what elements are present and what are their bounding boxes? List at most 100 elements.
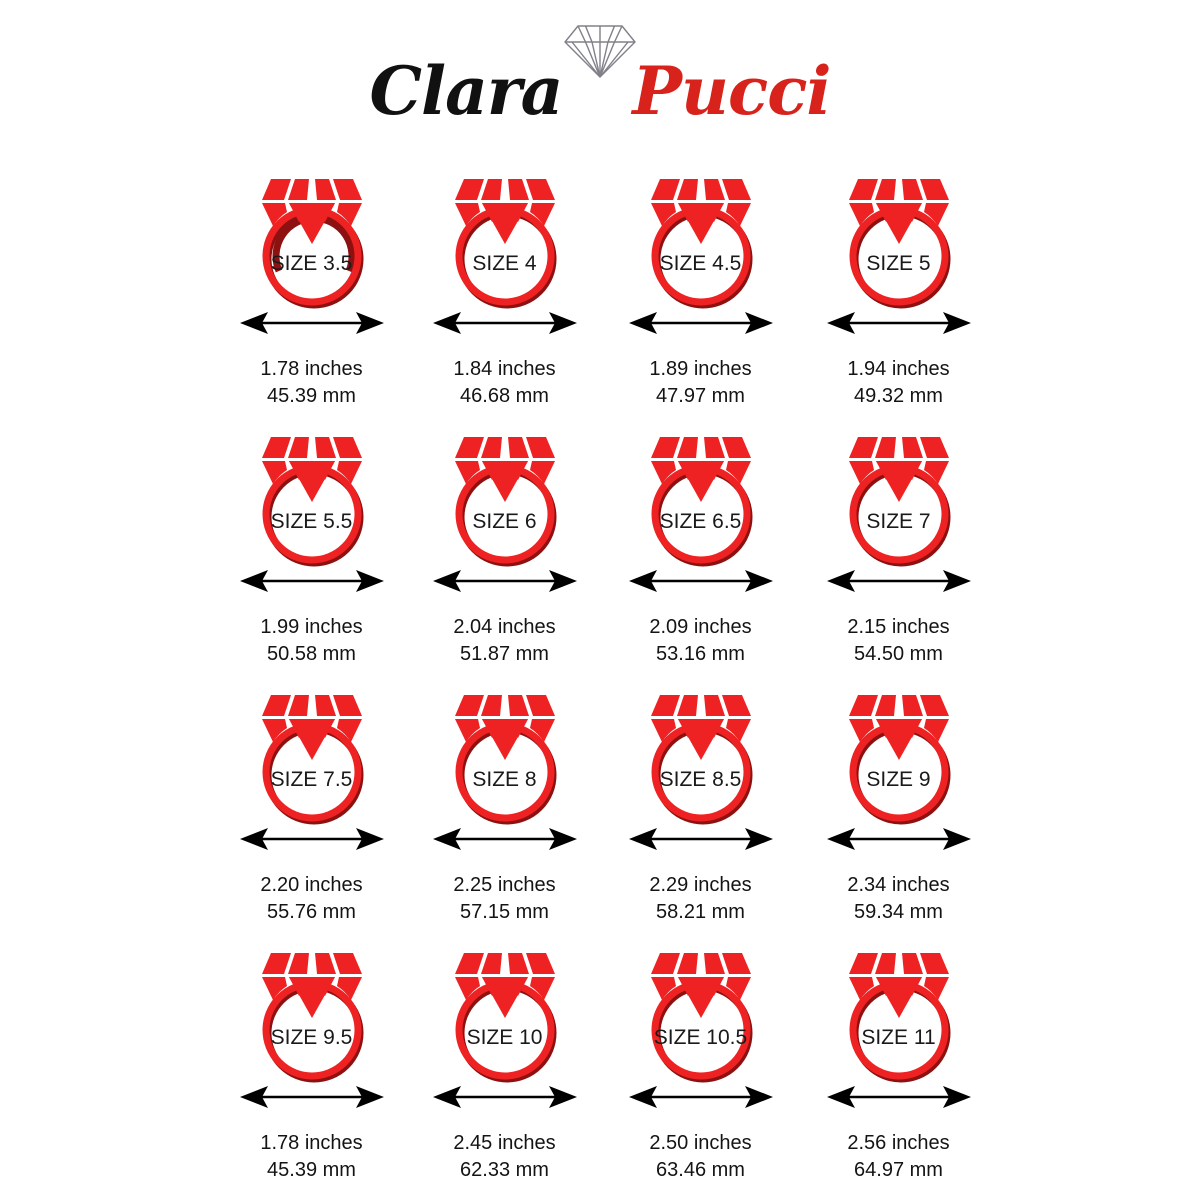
- measurement-inches: 2.09 inches: [649, 616, 752, 638]
- diameter-arrow-icon: [238, 568, 386, 594]
- size-label: SIZE 6: [472, 510, 537, 533]
- measurement-inches: 2.50 inches: [649, 1132, 752, 1154]
- measurement-inches: 2.45 inches: [453, 1132, 556, 1154]
- measurement-mm: 46.68 mm: [460, 385, 549, 407]
- diameter-arrow-icon: [431, 568, 579, 594]
- measurement-mm: 63.46 mm: [656, 1159, 745, 1181]
- brand-name-first: Clara: [369, 52, 564, 130]
- size-label: SIZE 3.5: [270, 252, 353, 275]
- measurement-mm: 55.76 mm: [267, 901, 356, 923]
- measurement-mm: 53.16 mm: [656, 643, 745, 665]
- measurement-inches: 1.78 inches: [260, 1132, 363, 1154]
- measurement-mm: 49.32 mm: [854, 385, 943, 407]
- diamond-outline-icon: [561, 18, 639, 80]
- measurement-text: 2.25 inches 57.15 mm: [408, 872, 601, 926]
- diameter-arrow-icon: [627, 568, 775, 594]
- diamond-ring-icon: [636, 938, 766, 1088]
- diamond-ring-icon: [247, 680, 377, 830]
- diameter-arrow-icon: [825, 568, 973, 594]
- size-label: SIZE 4.5: [659, 252, 742, 275]
- measurement-inches: 2.34 inches: [847, 874, 950, 896]
- measurement-mm: 57.15 mm: [460, 901, 549, 923]
- diameter-arrow-icon: [627, 1084, 775, 1110]
- measurement-inches: 1.94 inches: [847, 358, 950, 380]
- size-label: SIZE 5: [866, 252, 931, 275]
- ring-size-row: SIZE 9.5 1.78 inches 45.39 mm: [215, 934, 985, 1192]
- size-label: SIZE 6.5: [659, 510, 742, 533]
- measurement-text: 1.94 inches 49.32 mm: [802, 356, 995, 410]
- measurement-text: 2.09 inches 53.16 mm: [604, 614, 797, 668]
- measurement-inches: 1.89 inches: [649, 358, 752, 380]
- ring-size-cell[interactable]: SIZE 4 1.84 inches 46.68 mm: [408, 160, 601, 418]
- measurement-mm: 54.50 mm: [854, 643, 943, 665]
- brand-name-second: Pucci: [632, 52, 831, 130]
- measurement-text: 1.78 inches 45.39 mm: [215, 1130, 408, 1184]
- measurement-inches: 2.29 inches: [649, 874, 752, 896]
- measurement-inches: 2.56 inches: [847, 1132, 950, 1154]
- ring-size-cell[interactable]: SIZE 10 2.45 inches 62.33 mm: [408, 934, 601, 1192]
- size-label: SIZE 7.5: [270, 768, 353, 791]
- measurement-inches: 1.84 inches: [453, 358, 556, 380]
- measurement-text: 2.45 inches 62.33 mm: [408, 1130, 601, 1184]
- measurement-inches: 1.99 inches: [260, 616, 363, 638]
- ring-size-cell[interactable]: SIZE 4.5 1.89 inches 47.97 mm: [604, 160, 797, 418]
- size-label: SIZE 8: [472, 768, 537, 791]
- diamond-ring-icon: [440, 938, 570, 1088]
- size-label: SIZE 10.5: [653, 1026, 748, 1049]
- size-label: SIZE 9: [866, 768, 931, 791]
- measurement-mm: 51.87 mm: [460, 643, 549, 665]
- measurement-text: 2.50 inches 63.46 mm: [604, 1130, 797, 1184]
- measurement-mm: 45.39 mm: [267, 1159, 356, 1181]
- diameter-arrow-icon: [431, 310, 579, 336]
- measurement-mm: 58.21 mm: [656, 901, 745, 923]
- size-label: SIZE 5.5: [270, 510, 353, 533]
- page-header: Clara Pucci: [0, 0, 1200, 150]
- measurement-text: 2.29 inches 58.21 mm: [604, 872, 797, 926]
- ring-size-cell[interactable]: SIZE 11 2.56 inches 64.97 mm: [802, 934, 995, 1192]
- measurement-text: 1.89 inches 47.97 mm: [604, 356, 797, 410]
- ring-size-cell[interactable]: SIZE 7 2.15 inches 54.50 mm: [802, 418, 995, 676]
- measurement-inches: 2.15 inches: [847, 616, 950, 638]
- diamond-ring-icon: [247, 938, 377, 1088]
- measurement-inches: 2.25 inches: [453, 874, 556, 896]
- measurement-inches: 1.78 inches: [260, 358, 363, 380]
- measurement-text: 1.78 inches 45.39 mm: [215, 356, 408, 410]
- measurement-mm: 45.39 mm: [267, 385, 356, 407]
- measurement-text: 2.04 inches 51.87 mm: [408, 614, 601, 668]
- ring-size-cell[interactable]: SIZE 9 2.34 inches 59.34 mm: [802, 676, 995, 934]
- diameter-arrow-icon: [238, 1084, 386, 1110]
- ring-size-cell[interactable]: SIZE 5 1.94 inches 49.32 mm: [802, 160, 995, 418]
- diamond-ring-icon: [636, 164, 766, 314]
- diameter-arrow-icon: [431, 826, 579, 852]
- ring-size-cell[interactable]: SIZE 6 2.04 inches 51.87 mm: [408, 418, 601, 676]
- diamond-ring-icon: [440, 164, 570, 314]
- size-label: SIZE 7: [866, 510, 931, 533]
- measurement-text: 2.20 inches 55.76 mm: [215, 872, 408, 926]
- diamond-ring-icon: [636, 422, 766, 572]
- ring-size-cell[interactable]: SIZE 8 2.25 inches 57.15 mm: [408, 676, 601, 934]
- ring-size-cell[interactable]: SIZE 7.5 2.20 inches 55.76 mm: [215, 676, 408, 934]
- diameter-arrow-icon: [238, 826, 386, 852]
- diamond-ring-icon: [834, 680, 964, 830]
- ring-size-cell[interactable]: SIZE 10.5 2.50 inches 63.46 mm: [604, 934, 797, 1192]
- diamond-ring-icon: [834, 938, 964, 1088]
- diamond-ring-icon: [834, 164, 964, 314]
- diameter-arrow-icon: [825, 310, 973, 336]
- diamond-ring-icon: [440, 680, 570, 830]
- diameter-arrow-icon: [825, 1084, 973, 1110]
- ring-size-cell[interactable]: SIZE 9.5 1.78 inches 45.39 mm: [215, 934, 408, 1192]
- diameter-arrow-icon: [627, 826, 775, 852]
- brand-wordmark: Clara Pucci: [360, 52, 840, 130]
- measurement-mm: 50.58 mm: [267, 643, 356, 665]
- size-label: SIZE 4: [472, 252, 537, 275]
- size-label: SIZE 9.5: [270, 1026, 353, 1049]
- diameter-arrow-icon: [627, 310, 775, 336]
- diameter-arrow-icon: [431, 1084, 579, 1110]
- ring-size-cell[interactable]: SIZE 5.5 1.99 inches 50.58 mm: [215, 418, 408, 676]
- ring-size-row: SIZE 3.5 1.78 inches 45.39 mm: [215, 160, 985, 418]
- diameter-arrow-icon: [825, 826, 973, 852]
- ring-size-cell[interactable]: SIZE 3.5 1.78 inches 45.39 mm: [215, 160, 408, 418]
- measurement-inches: 2.20 inches: [260, 874, 363, 896]
- ring-size-cell[interactable]: SIZE 8.5 2.29 inches 58.21 mm: [604, 676, 797, 934]
- ring-size-cell[interactable]: SIZE 6.5 2.09 inches 53.16 mm: [604, 418, 797, 676]
